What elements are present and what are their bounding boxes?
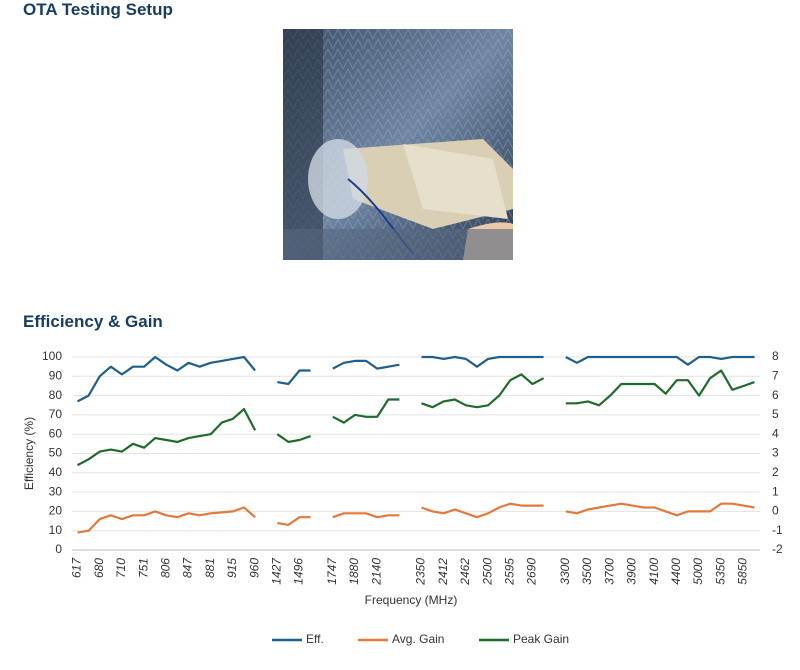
y2-tick-label: 5: [772, 407, 779, 421]
x-tick-label: 5000: [691, 558, 705, 585]
y2-tick-label: 7: [772, 368, 779, 382]
x-tick-label: 4400: [669, 558, 683, 585]
x-tick-label: 680: [92, 558, 106, 578]
y-tick-label: 90: [49, 368, 63, 382]
y2-tick-label: 8: [772, 349, 779, 363]
x-tick-label: 617: [70, 557, 84, 578]
y2-tick-label: 0: [772, 504, 779, 518]
x-tick-label: 3900: [625, 558, 639, 585]
legend-label: Peak Gain: [513, 632, 569, 646]
x-tick-label: 1496: [292, 558, 306, 585]
y2-tick-label: 3: [772, 446, 779, 460]
section-title: OTA Testing Setup: [23, 0, 173, 19]
x-tick-label: 915: [225, 558, 239, 578]
x-tick-label: 2462: [458, 558, 472, 586]
x-tick-label: 5350: [713, 558, 727, 585]
x-tick-label: 5850: [736, 558, 750, 585]
legend-label: Eff.: [306, 632, 324, 646]
x-tick-label: 2690: [525, 558, 539, 586]
x-tick-label: 881: [203, 558, 217, 578]
x-tick-label: 3500: [580, 558, 594, 585]
series-line: [76, 369, 755, 467]
x-tick-label: 710: [114, 558, 128, 578]
legend-label: Avg. Gain: [392, 632, 444, 646]
x-tick-label: 1747: [325, 557, 339, 585]
y2-tick-label: 4: [772, 426, 779, 440]
y-tick-label: 10: [49, 523, 63, 537]
y-tick-label: 60: [49, 426, 63, 440]
x-tick-label: 4100: [647, 558, 661, 585]
x-tick-label: 2500: [480, 558, 494, 586]
x-tick-label: 2595: [502, 558, 516, 586]
x-tick-label: 847: [181, 557, 195, 578]
series-line: [76, 355, 755, 403]
y-tick-label: 0: [55, 542, 62, 556]
x-tick-label: 1427: [269, 557, 283, 585]
y2-tick-label: 2: [772, 465, 779, 479]
y-tick-label: 80: [49, 388, 63, 402]
chart: 0 10 20 30 40 50 60 70 80 90 100 -2 -1 0 1 2 3 4 5 6 7 8 617 68…: [22, 349, 783, 646]
section-title: Efficiency & Gain: [23, 312, 163, 331]
y-tick-label: 30: [49, 484, 63, 498]
x-tick-label: 2350: [414, 558, 428, 586]
y-tick-label: 40: [49, 465, 63, 479]
series-line: [77, 502, 755, 534]
y-axis-title: Efficiency (%): [22, 417, 36, 490]
x-tick-label: 2412: [436, 558, 450, 586]
x-tick-label: 3300: [558, 558, 572, 585]
x-tick-label: 3700: [602, 558, 616, 585]
x-tick-label: 806: [158, 558, 172, 578]
x-tick-label: 1880: [347, 558, 361, 585]
x-tick-label: 2140: [369, 558, 383, 586]
x-axis-title: Frequency (MHz): [365, 593, 458, 607]
y2-tick-label: 1: [772, 484, 779, 498]
x-tick-label: 960: [247, 558, 261, 578]
photo: [283, 29, 513, 260]
y2-tick-label: -1: [772, 523, 783, 537]
y2-tick-label: -2: [772, 542, 783, 556]
y2-tick-label: 6: [772, 388, 779, 402]
y-tick-label: 70: [49, 407, 63, 421]
y-tick-label: 100: [42, 349, 62, 363]
y-tick-label: 20: [49, 504, 63, 518]
x-tick-label: 751: [136, 558, 150, 578]
y-tick-label: 50: [49, 446, 63, 460]
